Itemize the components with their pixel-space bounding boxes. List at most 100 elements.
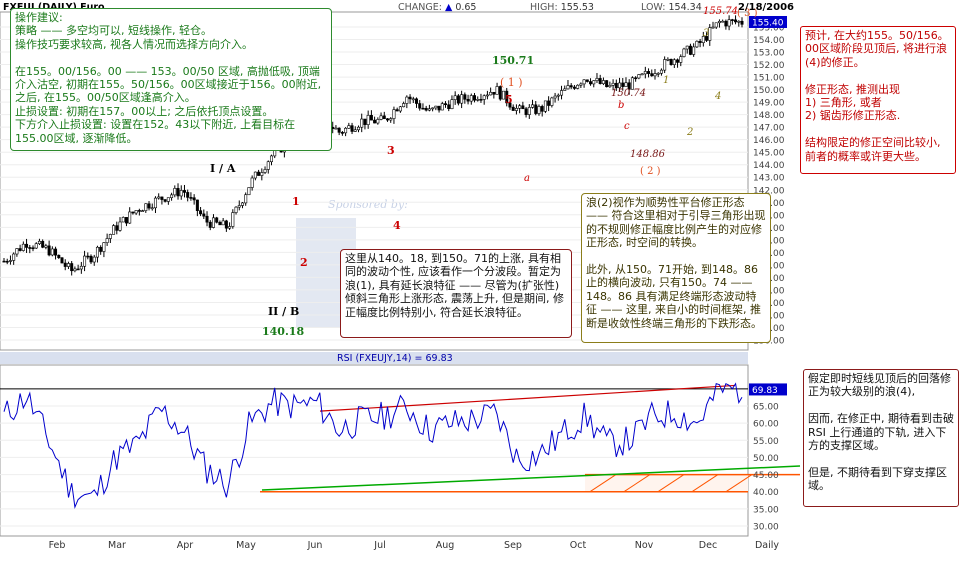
rsi-tick-label: 40.00 <box>753 488 779 498</box>
candle-body <box>576 84 580 89</box>
x-axis-label: Feb <box>49 540 66 551</box>
candle-body <box>415 98 419 104</box>
header-date: 2/18/2006 <box>738 2 795 13</box>
candle-body <box>186 192 190 198</box>
candle-body <box>253 171 257 179</box>
last-rsi-box <box>749 383 787 396</box>
wave-label-w1a: I / A <box>210 162 236 175</box>
candle-body <box>534 104 538 114</box>
candle-body <box>427 108 431 111</box>
wave-label-w3_paren: ( 3 ) <box>737 8 758 19</box>
wave-label-w2b: II / B <box>268 305 299 318</box>
support-zone <box>585 474 748 492</box>
wave-label-n2: 2 <box>686 127 693 138</box>
candle-body <box>679 56 683 63</box>
support-hatch <box>623 474 651 493</box>
support-hatch <box>691 474 719 493</box>
candle-body <box>12 253 16 261</box>
candle-body <box>192 197 196 201</box>
support-hatch <box>657 474 685 493</box>
price-tick-label: 152.00 <box>753 61 785 71</box>
candle-body <box>353 129 357 132</box>
candle-body <box>266 161 270 170</box>
candle-body <box>231 212 235 227</box>
price-tick-label: 150.00 <box>753 86 785 96</box>
candle-body <box>450 99 454 110</box>
candle-body <box>708 27 712 41</box>
candle-body <box>614 82 618 89</box>
wave-label-w15074: 150.74 <box>611 88 646 99</box>
candle-body <box>721 20 725 23</box>
candle-body <box>337 127 341 133</box>
candle-body <box>630 77 634 90</box>
candle-body <box>698 40 702 43</box>
candle-body <box>553 95 557 99</box>
price-tick-label: 149.00 <box>753 99 785 109</box>
candle-body <box>688 45 692 55</box>
rsi-tick-label: 60.00 <box>753 420 779 430</box>
candle-body <box>418 103 422 109</box>
candle-body <box>582 79 586 85</box>
candle-body <box>421 107 425 110</box>
x-axis-label: Sep <box>504 540 522 551</box>
candle-body <box>460 94 464 104</box>
candle-body <box>473 95 477 101</box>
candle-body <box>479 99 483 101</box>
x-axis-label: Oct <box>570 540 587 551</box>
candle-body <box>389 118 393 121</box>
candle-body <box>160 196 164 200</box>
candle-body <box>618 82 622 89</box>
price-tick-label: 147.00 <box>753 124 785 134</box>
candle-body <box>437 105 441 111</box>
candle-body <box>466 98 470 102</box>
wave-label-w5: 5 <box>505 93 513 106</box>
candle-body <box>234 206 238 213</box>
candle-body <box>711 26 715 29</box>
candle-body <box>41 240 45 248</box>
candle-body <box>653 73 657 77</box>
candle-body <box>469 95 473 102</box>
candle-body <box>734 19 738 23</box>
candle-body <box>579 83 583 86</box>
candle-body <box>25 243 29 248</box>
candle-body <box>2 260 6 263</box>
wave-label-w3: 3 <box>387 144 395 157</box>
candle-body <box>714 22 718 28</box>
x-axis-label: Jul <box>373 540 385 551</box>
candle-body <box>202 213 206 217</box>
candle-body <box>144 203 148 211</box>
candle-body <box>166 197 170 202</box>
candle-body <box>447 104 451 110</box>
candle-body <box>463 94 467 100</box>
candle-body <box>537 106 541 114</box>
candle-body <box>659 69 663 74</box>
price-tick-label: 155.00 <box>753 24 785 34</box>
candle-body <box>15 248 19 255</box>
wave-label-n1: 1 <box>663 75 669 86</box>
wave-label-w2: 2 <box>300 256 308 269</box>
candle-body <box>221 220 225 226</box>
candle-body <box>47 245 51 256</box>
candle-body <box>592 80 596 85</box>
candle-body <box>495 86 499 95</box>
rsi-tick-label: 45.00 <box>753 471 779 481</box>
candle-body <box>386 118 390 121</box>
candle-body <box>369 115 373 121</box>
candle-body <box>624 82 628 87</box>
candle-body <box>211 217 215 228</box>
candle-body <box>730 19 734 21</box>
candle-body <box>263 169 267 173</box>
candle-body <box>44 245 48 248</box>
x-axis-label: Jun <box>307 540 323 551</box>
candle-body <box>134 210 138 214</box>
watermark-text: Sponsored by: <box>328 198 408 211</box>
candle-body <box>505 90 509 104</box>
change-value: 0.65 <box>455 2 477 13</box>
candle-body <box>257 171 261 176</box>
candle-body <box>560 90 564 96</box>
candle-body <box>340 132 344 134</box>
rsi-channel-lower <box>261 465 801 491</box>
candle-body <box>595 78 599 81</box>
change-label: CHANGE: <box>398 2 442 13</box>
candle-body <box>695 40 699 48</box>
